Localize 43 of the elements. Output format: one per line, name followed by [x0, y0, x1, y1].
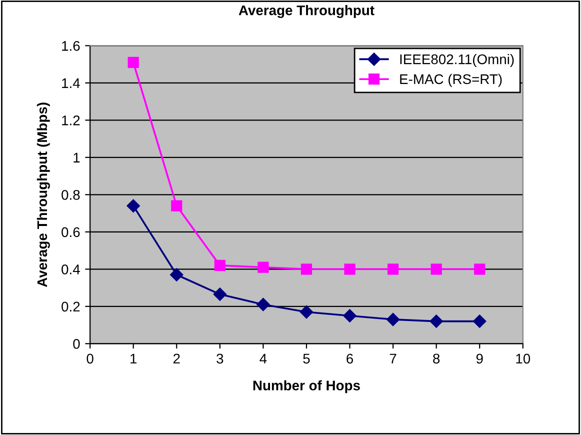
x-tick-label: 5	[303, 354, 310, 364]
point	[387, 264, 399, 275]
point	[344, 264, 356, 275]
x-tick-label: 2	[173, 354, 180, 364]
point	[386, 312, 400, 326]
point	[258, 262, 269, 273]
x-tick-label: 7	[390, 354, 396, 364]
y-tick-label: 1.4	[62, 78, 80, 88]
point	[128, 56, 139, 68]
point	[430, 264, 442, 275]
x-tick-label: 8	[433, 354, 440, 364]
point	[213, 288, 226, 301]
point	[126, 199, 140, 212]
y-tick-label: 0	[73, 338, 80, 349]
y-tick-label: 1	[74, 152, 80, 162]
x-tick-label: 10	[516, 354, 530, 364]
y-tick-label: 1.2	[62, 116, 80, 126]
y-tick-label: 0.6	[62, 227, 80, 238]
x-tick-label: 3	[216, 354, 224, 364]
y-tick-label: 0.8	[62, 190, 80, 200]
x-tick-label: 1	[130, 354, 137, 364]
point	[474, 264, 486, 275]
point	[473, 314, 486, 328]
y-axis-title: Average Throughput (Mbps)	[36, 102, 50, 288]
legend-label: IEEE802.11(Omni)	[400, 54, 514, 67]
point	[256, 298, 270, 312]
point	[171, 200, 182, 212]
x-axis-title: Number of Hops	[253, 380, 360, 394]
y-tick-label: 0.2	[62, 302, 80, 312]
x-tick-label: 0	[86, 354, 94, 364]
point	[343, 309, 356, 322]
point	[430, 314, 443, 328]
point	[300, 264, 312, 275]
point	[214, 260, 226, 271]
point	[170, 268, 184, 282]
point	[300, 305, 314, 319]
y-tick-label: 1.6	[62, 41, 80, 51]
legend-label: E-MAC (RS=RT)	[400, 74, 502, 87]
x-tick-label: 4	[260, 354, 267, 364]
x-tick-label: 9	[476, 354, 483, 364]
x-tick-label: 6	[346, 354, 354, 364]
y-tick-label: 0.4	[62, 264, 80, 274]
chart-title: Average Throughput	[238, 5, 374, 18]
